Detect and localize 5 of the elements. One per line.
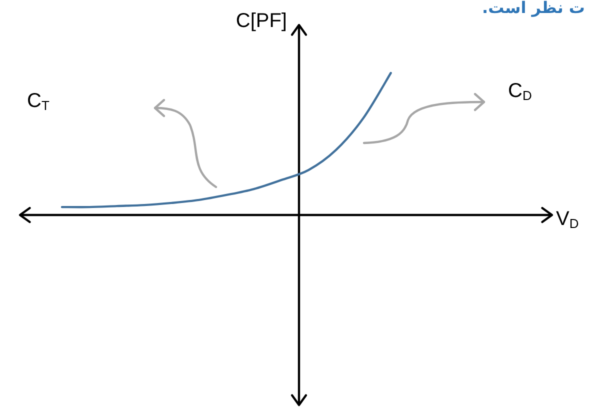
annotation: C$_{T}$ [27,90,50,115]
y-axis-title: C[PF] [236,10,287,32]
text: C$_{D}$ [508,80,532,105]
text: V$_{D}$ [556,208,579,233]
text: ت نظر است. [482,0,585,17]
